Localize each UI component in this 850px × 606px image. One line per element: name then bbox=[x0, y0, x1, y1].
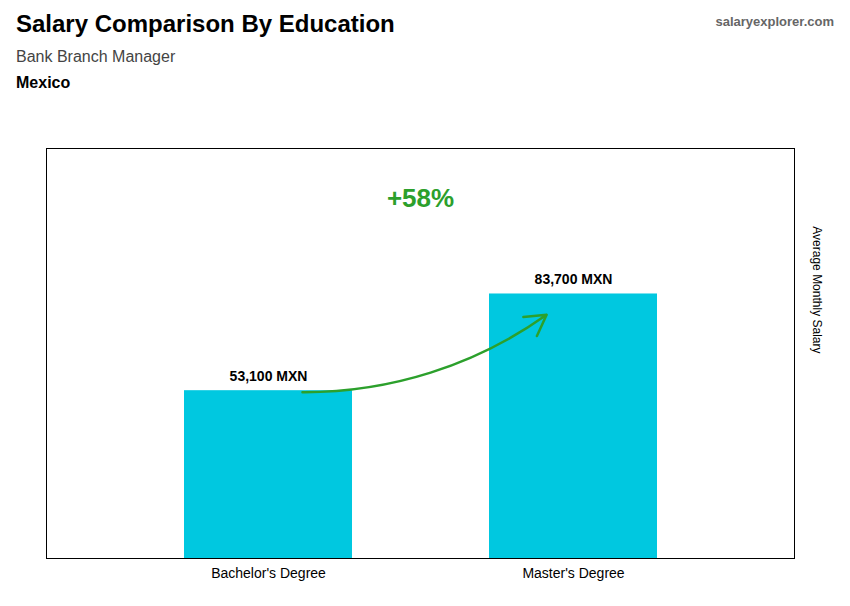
svg-text:83,700 MXN: 83,700 MXN bbox=[535, 271, 613, 287]
html-text:Bank Branch Manager: Bank Branch Manager bbox=[16, 48, 176, 65]
svg-text:Average Monthly Salary: Average Monthly Salary bbox=[810, 226, 824, 353]
html-text:salaryexplorer.com: salaryexplorer.com bbox=[715, 14, 834, 29]
svg-text:Bachelor's Degree: Bachelor's Degree bbox=[211, 565, 326, 581]
html-text:Mexico: Mexico bbox=[16, 74, 71, 91]
html-text:Salary Comparison By Education: Salary Comparison By Education bbox=[16, 10, 395, 37]
svg-text:53,100 MXN: 53,100 MXN bbox=[230, 368, 308, 384]
svg-text:Master's Degree: Master's Degree bbox=[522, 565, 624, 581]
svg-text:+58%: +58% bbox=[387, 183, 454, 213]
